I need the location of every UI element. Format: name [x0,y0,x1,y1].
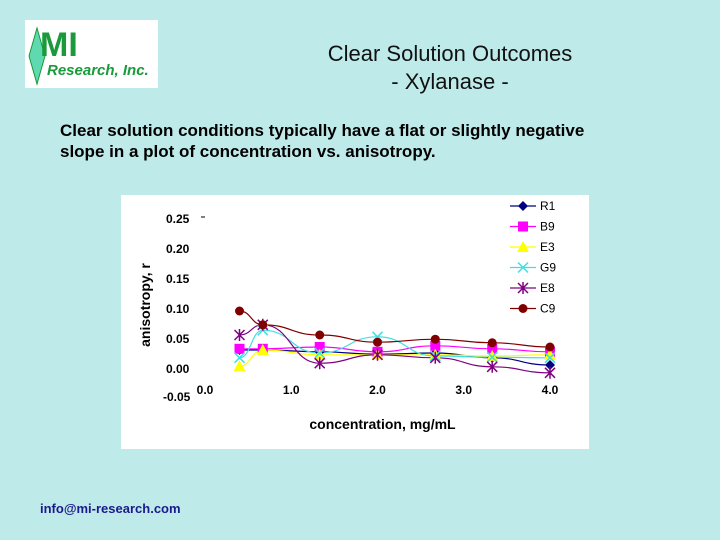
title-line-1: Clear Solution Outcomes [327,41,573,66]
series-e3-marker [544,348,556,360]
legend-g9-marker [517,261,529,274]
series-e8-marker [429,351,441,364]
series-line-c9 [239,310,551,348]
legend-e8-marker [517,282,529,294]
svg-text:Research, Inc.: Research, Inc. [47,62,149,79]
description-text: Clear solution conditions typically have… [60,120,680,162]
company-logo: MI Research, Inc. [25,20,158,88]
series-c9-marker [545,342,555,352]
series-b9-marker [487,343,498,354]
series-e8-marker [233,329,246,341]
y-tick-label: 0.15 [166,272,190,286]
series-c9-marker [258,320,268,330]
description-line-1: Clear solution conditions typically have… [60,121,585,140]
series-g9-marker [544,352,556,364]
series-c9-marker [430,334,440,344]
series-e8-marker [371,348,384,361]
chart-canvas: 0.25 0.20 0.15 0.10 0.05 0.00 -0.05 0.0 1.0 2.0 3.… [137,199,559,432]
series-g9-marker [314,347,326,359]
series-e3-marker [486,350,499,361]
legend-label-g9: G9 [540,261,556,275]
svg-text:MI: MI [40,26,78,64]
slide-title: Clear Solution Outcomes - Xylanase - [180,40,720,96]
x-tick-label: 3.0 [455,383,472,397]
series-b9-marker [314,342,325,352]
legend-label-e8: E8 [540,281,555,295]
legend-label-r1: R1 [540,199,556,213]
title-line-2: - Xylanase - [391,69,509,94]
series-c9-marker [373,337,382,347]
series-c9-marker [235,306,244,316]
x-tick-label: 2.0 [369,383,386,397]
legend-label-c9: C9 [540,302,556,316]
y-tick-label: 0.25 [166,212,190,226]
legend-c9-marker [518,304,528,313]
series-e3-marker [256,344,269,355]
series-e8-marker [544,366,556,379]
x-tick-label: 1.0 [283,383,300,397]
series-b9-marker [234,343,245,354]
y-tick-label: 0.05 [166,332,190,346]
contact-email[interactable]: info@mi-research.com [40,501,181,516]
x-axis-label: concentration, mg/mL [309,416,456,432]
y-axis-label: anisotropy, r [137,263,153,347]
series-g9-marker [486,351,498,363]
y-tick-label: 0.00 [166,362,190,376]
legend-e3-marker [517,241,529,252]
y-tick-label: 0.10 [166,302,190,316]
x-tick-label: 0.0 [197,383,214,397]
series-r1-marker [545,360,555,370]
legend-b9-marker [518,221,528,232]
series-e8-marker [314,357,326,370]
x-tick-label: 4.0 [542,383,559,397]
series-e8-marker [486,360,498,373]
legend-label-e3: E3 [540,240,555,254]
series-b9-marker [430,340,441,351]
series-g9-marker [233,352,246,364]
series-e3-marker [233,360,246,372]
y-tick-label: -0.05 [163,390,191,404]
series-c9-marker [315,330,325,340]
series-c9-marker [487,338,497,348]
y-tick-label: 0.20 [166,242,190,256]
anisotropy-chart: 0.25 0.20 0.15 0.10 0.05 0.00 -0.05 0.0 1.0 2.0 3.… [121,195,589,449]
legend-label-b9: B9 [540,220,555,234]
description-line-2: slope in a plot of concentration vs. ani… [60,142,436,161]
legend-r1-marker [518,201,528,211]
